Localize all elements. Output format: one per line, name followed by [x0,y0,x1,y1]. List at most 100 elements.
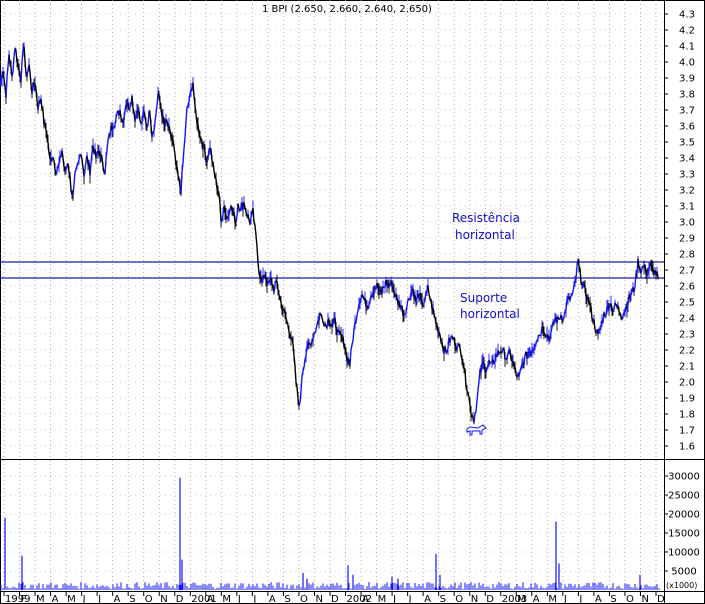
bull-icon [466,424,487,436]
price-segment [252,208,255,223]
price-segment [313,332,316,335]
x-tick-label: D [331,594,339,604]
x-tick-label: A [362,594,369,604]
x-tick-label: M [222,594,231,604]
price-segment [168,125,171,131]
x-tick-label: S [129,594,135,604]
price-segment [255,235,258,247]
chart-header: 1 BPI (2.650, 2.660, 2.640, 2.650) [262,4,432,15]
volume-tick-label: 5000 [671,567,696,578]
y-tick-label: 3.2 [679,186,695,197]
grid [0,0,664,591]
price-segment [31,82,34,95]
x-tick-label: S [610,594,616,604]
price-segment [172,139,175,148]
volume-tick-label: 15000 [668,529,700,540]
price-segment [123,110,126,121]
price-segment [12,56,15,72]
price-segment [243,202,246,209]
price-segment [154,113,157,122]
x-tick-label: J [408,594,412,604]
volume-unit-label: (x1000) [666,581,697,590]
x-tick-label: J [82,594,86,604]
price-segment [303,359,306,368]
price-segment [355,315,358,323]
x-tick-label: S [440,594,446,604]
price-segment [449,336,452,344]
price-segment [424,291,427,300]
x-tick-label: M [378,594,387,604]
price-segment [519,367,522,372]
annotation-support-1: Suporte [460,291,507,305]
x-tick-label: N [471,594,478,604]
price-segment [352,328,355,341]
x-tick-label: D [657,594,665,604]
x-tick-label: J [578,594,582,604]
y-tick-label: 2.9 [679,234,695,245]
price-segment [476,390,479,401]
price-segment [13,48,16,57]
price-segment [5,76,8,99]
y-tick-label: 4.1 [679,42,695,53]
price-segment [475,400,478,412]
volume-tick-label: 20000 [668,510,700,521]
x-tick-label: A [424,594,431,604]
x-tick-label: J [392,594,396,604]
x-tick-label: J [97,594,101,604]
volume-axis: 30000 25000 20000 15000 10000 5000 [664,472,700,578]
x-tick-label: F [21,594,27,604]
price-segment [181,162,184,173]
horizontal-lines [0,261,664,279]
y-tick-label: 4.2 [679,26,695,37]
y-tick-label: 3.0 [679,218,695,229]
volume-series [0,477,660,590]
y-tick-label: 2.0 [679,378,695,389]
x-tick-label: O [145,594,153,604]
price-segment [185,107,188,121]
y-tick-label: 2.6 [679,282,695,293]
volume-tick-label: 25000 [668,491,700,502]
price-segment [206,158,209,163]
price-segment [300,376,303,392]
y-tick-label: 3.9 [679,74,695,85]
volume-tick-label: 30000 [668,472,700,483]
price-series [0,42,659,425]
price-segment [324,323,327,327]
x-tick-label: J [563,594,567,604]
x-tick-label: O [300,594,308,604]
y-tick-label: 2.4 [679,314,695,325]
price-segment [485,368,488,373]
x-tick-label: S [284,594,290,604]
y-tick-label: 2.3 [679,330,695,341]
price-segment [188,93,191,103]
x-tick-label: 2001 [191,594,216,604]
price-segment [473,412,476,423]
price-segment [464,369,467,387]
price-segment [349,349,352,365]
y-tick-label: 1.6 [679,442,695,453]
y-tick-label: 1.8 [679,410,695,421]
x-tick-label: A [533,594,540,604]
price-segment [112,126,115,130]
price-segment [69,175,72,191]
x-tick-label: M [517,594,526,604]
price-segment [405,305,408,314]
x-tick-label: 2002 [347,594,372,604]
price-segment [192,82,195,96]
price-segment [550,327,553,333]
volume-tick-label: 10000 [668,548,700,559]
y-tick-label: 3.5 [679,138,695,149]
price-segment [183,137,186,149]
x-tick-label: N [160,594,167,604]
y-tick-label: 4.0 [679,58,695,69]
x-tick-label: A [52,594,59,604]
price-segment [47,142,50,154]
price-segment [433,313,436,318]
y-tick-label: 3.6 [679,122,695,133]
price-segment [207,148,210,159]
price-segment [52,157,55,161]
x-tick-label: 2003 [502,594,527,604]
price-segment [173,147,176,155]
x-tick-label: J [252,594,256,604]
x-tick-label: M [36,594,45,604]
